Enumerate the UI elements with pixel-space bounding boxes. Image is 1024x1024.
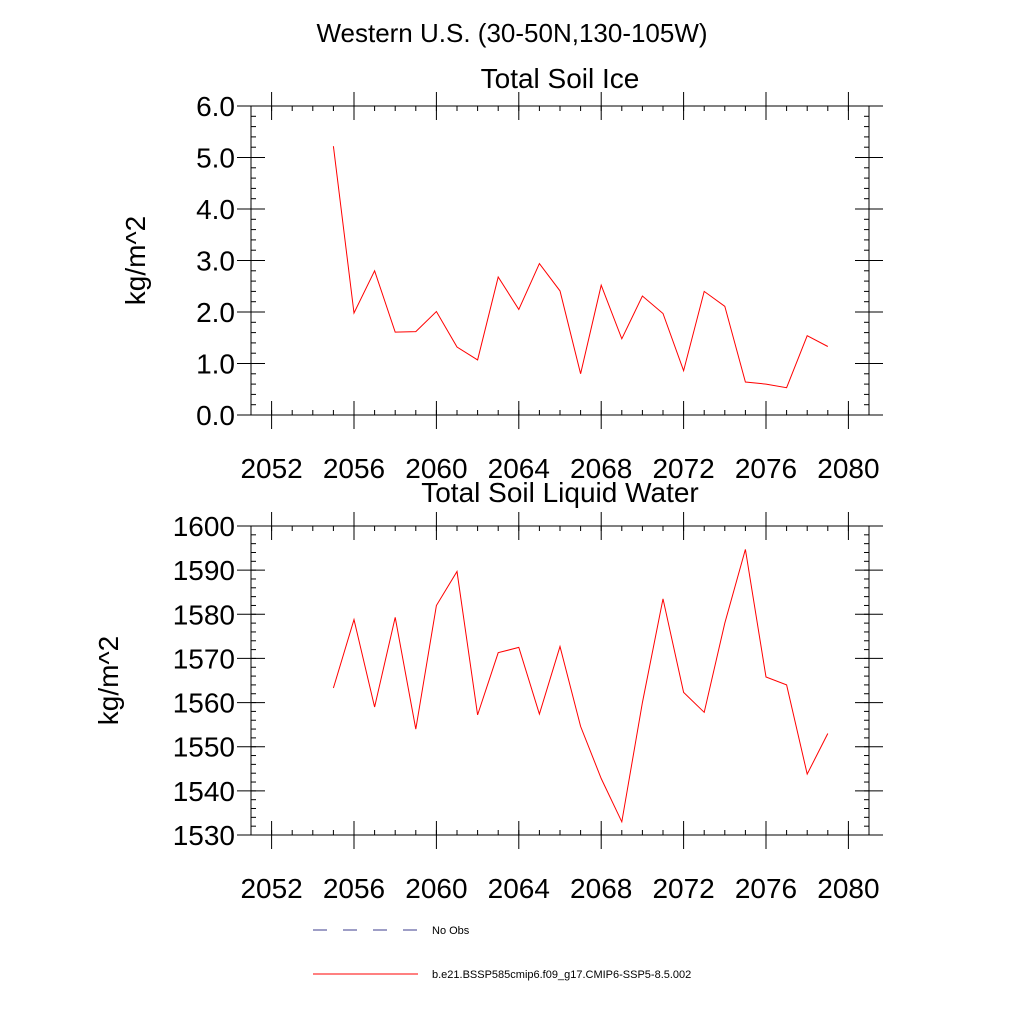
y-tick-label: 1580 — [173, 599, 235, 630]
y-tick-label: 3.0 — [196, 246, 235, 277]
y-tick-label: 0.0 — [196, 400, 235, 431]
y-tick-label: 1.0 — [196, 349, 235, 380]
x-tick-label: 2080 — [817, 453, 879, 484]
x-tick-label: 2080 — [817, 873, 879, 904]
y-tick-label: 1590 — [173, 555, 235, 586]
x-tick-label: 2076 — [735, 453, 797, 484]
x-tick-label: 2056 — [323, 453, 385, 484]
y-tick-label: 1600 — [173, 511, 235, 542]
soil-liquid-water-panel: Total Soil Liquid Water 1530 1540 1550 1560 1… — [93, 477, 883, 904]
y-tick-label: 1550 — [173, 732, 235, 763]
y-tick-label: 1570 — [173, 643, 235, 674]
x-tick-label: 2068 — [570, 873, 632, 904]
figure-title: Western U.S. (30-50N,130-105W) — [316, 18, 707, 48]
x-tick-label: 2072 — [652, 453, 714, 484]
x-tick-label: 2060 — [405, 873, 467, 904]
series-line — [332, 549, 829, 824]
panel-title: Total Soil Ice — [481, 63, 640, 94]
y-axis-label: kg/m^2 — [93, 636, 124, 725]
y-tick-label: 5.0 — [196, 143, 235, 174]
y-tick-label: 1540 — [173, 776, 235, 807]
y-tick-label: 4.0 — [196, 194, 235, 225]
series-line — [332, 146, 829, 389]
y-tick-label: 2.0 — [196, 297, 235, 328]
y-tick-label: 1560 — [173, 688, 235, 719]
x-tick-label: 2076 — [735, 873, 797, 904]
y-tick-label: 6.0 — [196, 91, 235, 122]
x-tick-label: 2052 — [240, 453, 302, 484]
y-tick-label: 1530 — [173, 820, 235, 851]
legend-label: b.e21.BSSP585cmip6.f09_g17.CMIP6-SSP5-8.… — [432, 969, 691, 981]
legend-label: No Obs — [432, 925, 470, 937]
x-tick-label: 2064 — [488, 453, 550, 484]
y-axis-label: kg/m^2 — [120, 216, 151, 305]
x-tick-label: 2068 — [570, 453, 632, 484]
x-tick-label: 2060 — [405, 453, 467, 484]
legend: No Obs b.e21.BSSP585cmip6.f09_g17.CMIP6-S… — [313, 925, 691, 981]
x-tick-label: 2056 — [323, 873, 385, 904]
plot-frame — [250, 105, 870, 416]
soil-ice-panel: Total Soil Ice 0.0 1.0 2.0 3.0 4.0 5.0 6.0 2052 2… — [120, 63, 883, 484]
x-tick-label: 2052 — [240, 873, 302, 904]
panel-title: Total Soil Liquid Water — [421, 477, 699, 508]
x-tick-label: 2072 — [652, 873, 714, 904]
x-tick-label: 2064 — [488, 873, 550, 904]
